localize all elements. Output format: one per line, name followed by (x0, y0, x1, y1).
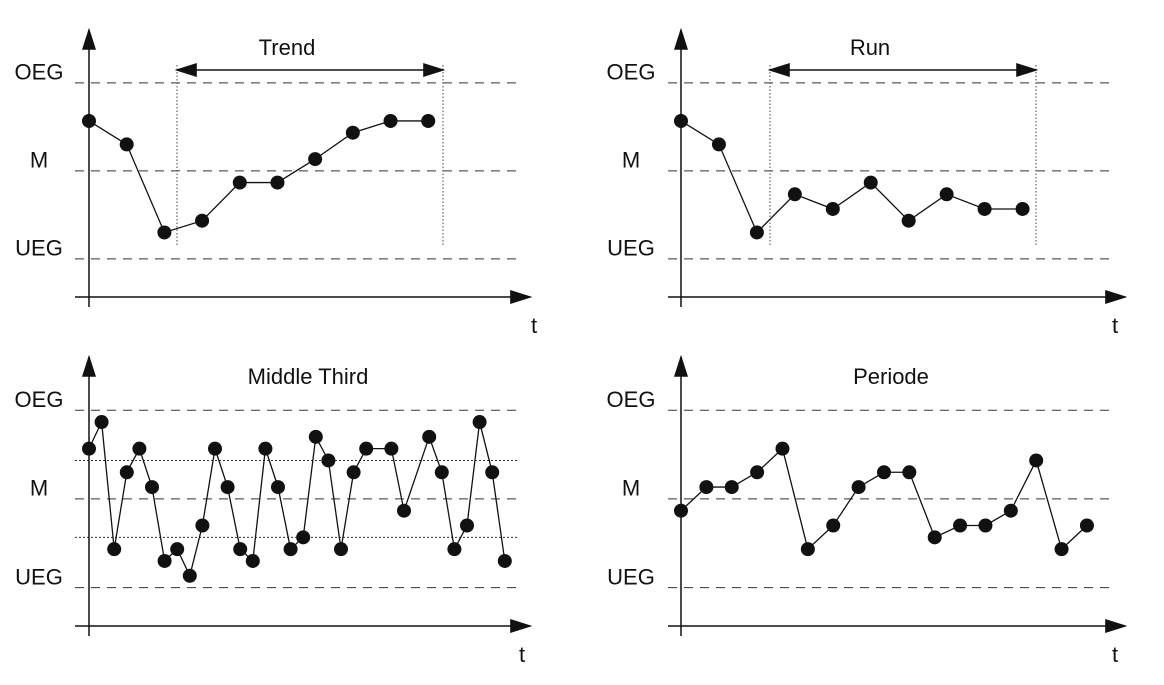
data-point (826, 518, 841, 533)
data-point (460, 518, 474, 533)
y-tick-label: M (30, 476, 48, 501)
data-line (88, 120, 429, 234)
data-point (1003, 503, 1018, 518)
data-point (851, 480, 866, 495)
data-point (497, 553, 512, 568)
data-point (863, 175, 878, 190)
data-point (345, 125, 360, 140)
y-tick-label: M (622, 148, 640, 173)
y-tick-label: M (622, 476, 640, 501)
x-axis-label: t (519, 642, 525, 667)
data-point (220, 480, 235, 495)
data-point (270, 175, 285, 190)
data-point (334, 542, 348, 557)
data-point (939, 187, 954, 202)
data-point (195, 518, 210, 533)
data-point (1054, 542, 1069, 557)
data-point (472, 415, 487, 430)
data-point (711, 137, 726, 152)
chart-title: Run (850, 35, 890, 60)
y-tick-label: UEG (15, 236, 63, 261)
chart-title: Periode (853, 364, 929, 389)
data-point (1029, 453, 1044, 468)
data-point (94, 415, 109, 430)
data-point (384, 441, 399, 456)
data-point (775, 441, 790, 456)
data-point (271, 480, 285, 495)
data-point (800, 542, 815, 557)
data-point (787, 187, 802, 202)
y-tick-label: UEG (607, 564, 655, 589)
data-point (145, 480, 159, 495)
data-point (1015, 201, 1030, 216)
data-point (383, 113, 398, 128)
y-tick-label: UEG (15, 564, 63, 589)
data-point (978, 518, 993, 533)
chart-title: Trend (259, 35, 316, 60)
y-tick-label: UEG (607, 236, 655, 261)
data-point (82, 113, 96, 128)
data-point (724, 480, 739, 495)
data-point (182, 568, 197, 583)
data-point (170, 542, 185, 557)
data-point (434, 465, 449, 480)
data-point (953, 518, 968, 533)
data-point (901, 213, 916, 228)
data-point (157, 553, 172, 568)
data-point (485, 465, 500, 480)
y-tick-label: M (30, 148, 48, 173)
data-point (825, 201, 840, 216)
data-point (82, 441, 96, 456)
chart-title: Middle Third (248, 364, 369, 389)
data-point (232, 175, 247, 190)
y-tick-label: OEG (607, 387, 656, 412)
data-point (132, 441, 147, 456)
x-axis-label: t (1112, 313, 1118, 338)
data-point (157, 225, 172, 240)
data-point (308, 429, 323, 444)
data-point (699, 480, 714, 495)
data-point (421, 113, 436, 128)
data-point (749, 225, 764, 240)
data-point (346, 465, 361, 480)
data-point (750, 465, 765, 480)
data-point (321, 453, 336, 468)
data-point (107, 542, 122, 557)
data-point (283, 542, 298, 557)
data-point (195, 213, 210, 228)
data-line (88, 419, 506, 578)
data-point (233, 542, 248, 557)
data-point (902, 465, 917, 480)
data-line (680, 120, 1023, 234)
data-point (359, 441, 374, 456)
data-point (258, 441, 273, 456)
data-point (422, 429, 437, 444)
x-axis-label: t (1112, 642, 1118, 667)
data-point (119, 465, 134, 480)
data-point (977, 201, 992, 216)
data-point (296, 530, 311, 545)
data-point (674, 503, 688, 518)
data-point (208, 441, 222, 456)
data-point (1079, 518, 1094, 533)
data-point (876, 465, 891, 480)
data-point (245, 553, 260, 568)
y-tick-label: OEG (15, 387, 64, 412)
y-tick-label: OEG (15, 60, 64, 85)
data-point (308, 152, 323, 167)
data-point (119, 137, 134, 152)
data-point (674, 113, 688, 128)
data-point (397, 503, 411, 518)
data-point (927, 530, 942, 545)
x-axis-label: t (531, 313, 537, 338)
y-tick-label: OEG (607, 60, 656, 85)
data-point (447, 542, 462, 557)
